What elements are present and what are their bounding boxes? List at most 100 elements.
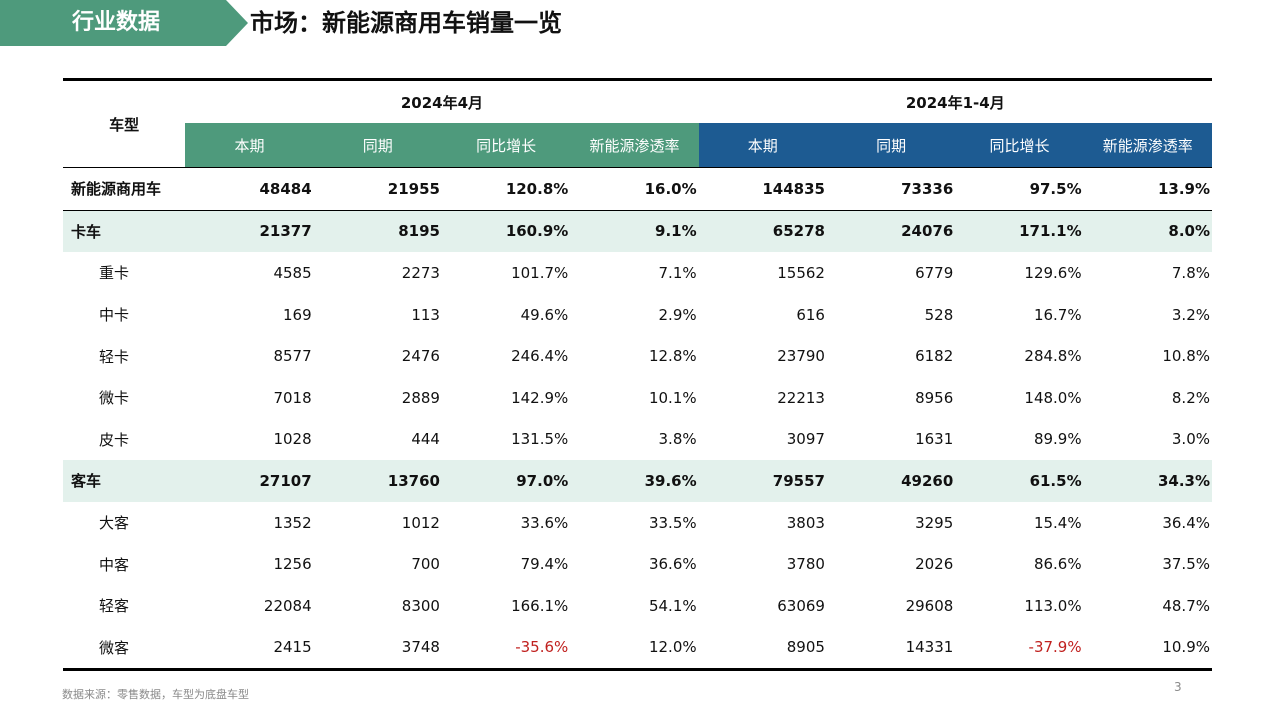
cell-apr-yoy: 79.4% [520,555,569,574]
cell-ytd-current: 79557 [698,460,827,502]
cell-ytd-prior: 49260 [826,460,956,502]
cell-apr-current: 169 [283,305,312,324]
sales-table-container: 车型 2024年4月 2024年1-4月 本期 同期 同比增长 新能源渗透率 本… [63,78,1212,672]
row-label: 重卡 [99,264,130,283]
sub-header-penetration: 新能源渗透率 [570,123,699,168]
cell-apr-yoy: 142.9% [511,388,569,407]
row-label: 卡车 [63,210,186,253]
table-row: 皮卡 1028 444 131.5% 3.8% 3097 1631 89.9% 3.0% [63,419,1212,461]
cell-apr-yoy: 97.0% [441,460,571,502]
cell-apr-current: 1028 [273,430,312,449]
row-label: 中客 [99,555,130,574]
cell-ytd-penetration: 10.9% [1083,626,1212,672]
cell-ytd-current: 3780 [786,555,825,574]
cell-apr-penetration: 10.1% [648,388,697,407]
cell-ytd-yoy: 86.6% [1033,555,1082,574]
table-row: 新能源商用车 48484 21955 120.8% 16.0% 144835 73336 97… [63,167,1212,211]
cell-ytd-penetration: 3.2% [1171,305,1210,324]
cell-ytd-yoy: -37.9% [955,626,1084,672]
cell-apr-penetration: 7.1% [658,263,697,282]
cell-ytd-prior: 8956 [915,388,954,407]
table-row: 重卡 4585 2273 101.7% 7.1% 15562 6779 129.6% 7.8% [63,252,1212,294]
sub-header-penetration: 新能源渗透率 [1083,123,1212,168]
cell-ytd-penetration: 13.9% [1083,167,1212,211]
cell-apr-current: 7018 [273,388,312,407]
cell-ytd-penetration: 34.3% [1083,460,1212,502]
cell-ytd-penetration: 36.4% [1162,513,1210,532]
cell-ytd-yoy: 61.5% [955,460,1084,502]
cell-apr-yoy: 49.6% [520,305,569,324]
table-row: 客车 27107 13760 97.0% 39.6% 79557 49260 61.5% 34.… [63,460,1212,502]
sub-header-yoy: 同比增长 [441,123,571,168]
cell-apr-prior: 2889 [401,388,440,407]
cell-ytd-yoy: 16.7% [1033,305,1082,324]
table-row: 大客 1352 1012 33.6% 33.5% 3803 3295 15.4% 36.4% [63,502,1212,544]
cell-ytd-prior: 1631 [915,430,954,449]
cell-ytd-current: 8905 [698,626,827,672]
row-label: 微客 [63,626,186,672]
cell-ytd-penetration: 37.5% [1162,555,1210,574]
cell-apr-penetration: 36.6% [648,555,697,574]
cell-ytd-yoy: 89.9% [1033,430,1082,449]
cell-apr-penetration: 39.6% [570,460,699,502]
page-title: 市场：新能源商用车销量一览 [250,9,562,37]
cell-ytd-penetration: 8.0% [1083,210,1212,253]
cell-apr-yoy: -35.6% [441,626,571,672]
cell-apr-prior: 8195 [313,210,442,253]
cell-ytd-current: 22213 [777,388,825,407]
cell-apr-current: 1256 [273,555,312,574]
cell-ytd-yoy: 284.8% [1024,347,1082,366]
cell-apr-current: 21377 [185,210,314,253]
row-label: 客车 [63,460,186,502]
cell-ytd-penetration: 10.8% [1162,347,1210,366]
sub-header-prior: 同期 [313,123,442,168]
cell-ytd-prior: 6182 [915,347,954,366]
sub-header-yoy: 同比增长 [955,123,1084,168]
section-tag: 行业数据 [0,0,248,46]
model-column-header: 车型 [63,78,186,168]
table-row: 中客 1256 700 79.4% 36.6% 3780 2026 86.6% 37.5% [63,543,1212,585]
sub-header-current: 本期 [185,123,314,168]
cell-ytd-prior: 2026 [915,555,954,574]
row-label: 新能源商用车 [63,167,186,211]
cell-apr-penetration: 2.9% [658,305,697,324]
cell-apr-yoy: 160.9% [441,210,571,253]
table-row: 微卡 7018 2889 142.9% 10.1% 22213 8956 148.0% 8.2% [63,377,1212,419]
cell-apr-penetration: 16.0% [570,167,699,211]
data-source-note: 数据来源：零售数据，车型为底盘车型 [62,688,249,701]
cell-apr-prior: 21955 [313,167,442,211]
row-label: 微卡 [99,389,130,408]
cell-ytd-prior: 73336 [826,167,956,211]
cell-apr-penetration: 54.1% [648,596,697,615]
cell-ytd-current: 3097 [786,430,825,449]
cell-apr-prior: 2476 [401,347,440,366]
group-header-april: 2024年4月 [185,78,699,123]
table-body: 新能源商用车 48484 21955 120.8% 16.0% 144835 73336 97… [63,167,1212,672]
cell-apr-penetration: 9.1% [570,210,699,253]
cell-apr-current: 48484 [185,167,314,211]
cell-apr-prior: 1012 [401,513,440,532]
cell-ytd-current: 23790 [777,347,825,366]
cell-apr-yoy: 246.4% [511,347,569,366]
cell-ytd-current: 3803 [786,513,825,532]
cell-ytd-yoy: 97.5% [955,167,1084,211]
cell-ytd-prior: 3295 [915,513,954,532]
cell-apr-current: 8577 [273,347,312,366]
cell-ytd-prior: 6779 [915,263,954,282]
row-label: 中卡 [99,306,130,325]
cell-ytd-penetration: 8.2% [1171,388,1210,407]
cell-ytd-yoy: 129.6% [1024,263,1082,282]
cell-apr-prior: 444 [411,430,440,449]
cell-apr-yoy: 33.6% [520,513,569,532]
row-label: 轻客 [99,597,130,616]
table-row: 微客 2415 3748 -35.6% 12.0% 8905 14331 -37.9% 10.9… [63,626,1212,672]
row-label: 皮卡 [99,430,130,449]
cell-ytd-penetration: 48.7% [1162,596,1210,615]
sub-header-prior: 同期 [826,123,956,168]
cell-ytd-current: 63069 [777,596,825,615]
cell-ytd-current: 616 [796,305,825,324]
cell-apr-prior: 113 [411,305,440,324]
sales-table: 车型 2024年4月 2024年1-4月 本期 同期 同比增长 新能源渗透率 本… [63,78,1212,672]
cell-ytd-prior: 14331 [826,626,956,672]
cell-apr-current: 4585 [273,263,312,282]
